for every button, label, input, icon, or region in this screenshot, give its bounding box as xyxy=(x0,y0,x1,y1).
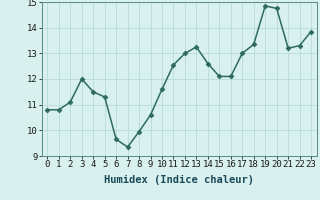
X-axis label: Humidex (Indice chaleur): Humidex (Indice chaleur) xyxy=(104,175,254,185)
